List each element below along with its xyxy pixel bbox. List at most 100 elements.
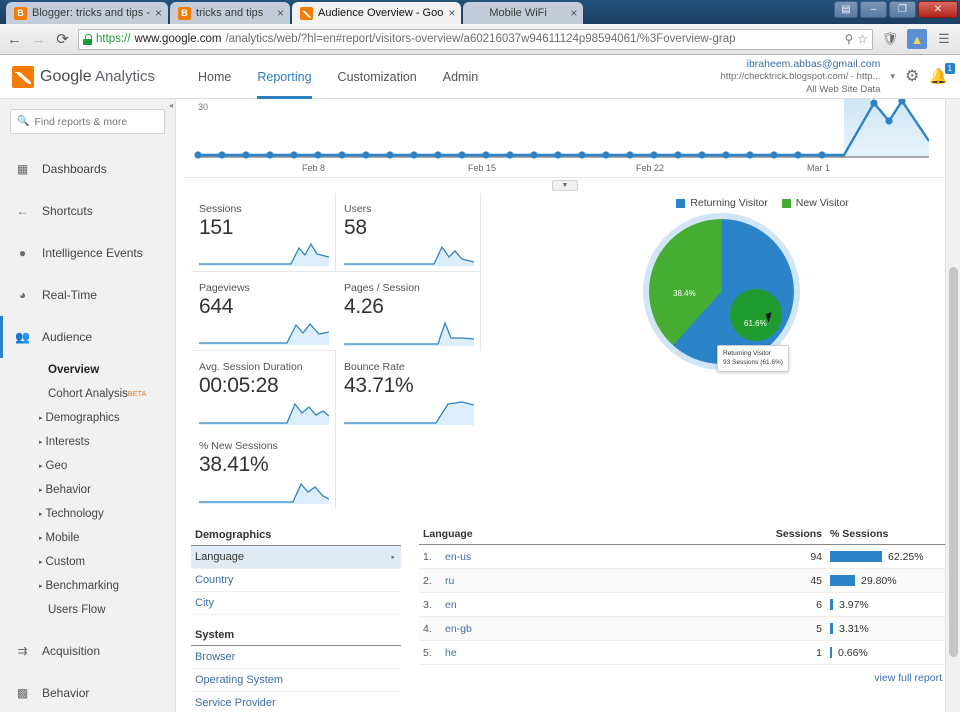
close-icon[interactable]: × [570,6,578,20]
logo-text-analytics: Analytics [94,67,155,85]
dimension-item-operating-system[interactable]: Operating System [191,669,401,692]
sidebar-item-behavior[interactable]: ▩ Behavior [0,672,175,712]
metric-card-pages-per-session[interactable]: Pages / Session 4.26 [336,272,481,351]
row-language[interactable]: en [441,592,764,617]
nav-customization[interactable]: Customization [337,69,417,84]
browser-tab-1[interactable]: B tricks and tips × [170,2,291,24]
browser-tab-2[interactable]: Audience Overview - Goo × [292,2,462,24]
sidebar-subitem-custom[interactable]: ▸ Custom [0,550,175,574]
metric-card-new-sessions[interactable]: % New Sessions 38.41% [191,430,336,509]
legend-item-new-visitor[interactable]: New Visitor [781,197,849,209]
sessions-line-chart[interactable]: 30 [184,99,946,177]
sidebar-item-dashboards[interactable]: ▦ Dashboards [0,148,175,190]
dimension-item-service-provider[interactable]: Service Provider [191,692,401,712]
sidebar-subitem-geo[interactable]: ▸ Geo [0,454,175,478]
page-scrollbar[interactable] [945,99,960,712]
shield-icon[interactable]: 🛡 [881,31,899,46]
slider-handle[interactable]: ▼ [552,180,578,191]
row-sessions: 5 [764,616,826,641]
chart-date-slider[interactable]: ▼ [184,177,946,193]
maximize-button[interactable]: ❐ [889,1,916,18]
google-analytics-logo[interactable]: Google Analytics [12,65,184,88]
dimension-item-language[interactable]: Language ▸ [191,546,401,569]
row-language[interactable]: en-gb [441,616,764,641]
dimension-item-city[interactable]: City [191,592,401,615]
metric-card-avg-session-duration[interactable]: Avg. Session Duration 00:05:28 [191,351,336,430]
sidebar-subitem-benchmarking[interactable]: ▸ Benchmarking [0,574,175,598]
visitor-type-pie-chart[interactable]: Returning Visitor New Visitor 38.4% 61.6… [619,193,946,509]
column-header-language[interactable]: Language [419,525,764,545]
table-row[interactable]: 1. en-us 94 62.25% [419,544,946,569]
browser-tab-title: Blogger: tricks and tips - [32,7,150,19]
close-window-button[interactable]: ✕ [918,1,958,18]
sidebar-subitem-users-flow[interactable]: Users Flow [0,598,175,622]
sidebar-subitem-technology[interactable]: ▸ Technology [0,502,175,526]
notifications-button[interactable]: 🔔 1 [929,62,955,86]
blogger-icon: B [14,6,27,20]
bookmark-star-icon[interactable]: ☆ [857,32,868,46]
browser-toolbar: ← → ⟳ https://www.google.com/analytics/w… [0,24,960,55]
sidebar-subitem-demographics[interactable]: ▸ Demographics [0,406,175,430]
close-icon[interactable]: × [277,6,285,20]
sidebar-item-audience[interactable]: 👥 Audience [0,316,175,358]
collapse-sidebar-icon[interactable]: ◂ [168,101,173,110]
dimension-item-browser[interactable]: Browser [191,646,401,669]
bottom-row: Demographics Language ▸ Country City Sys… [184,525,946,712]
search-icon[interactable]: ⚲ [844,32,854,46]
chevron-down-icon[interactable]: ▾ [890,70,895,81]
sidebar: ◂ 🔍 ▦ Dashboards ← Shortcuts ● Intellige… [0,99,176,712]
row-language[interactable]: en-us [441,544,764,569]
address-bar[interactable]: https://www.google.com/analytics/web/?hl… [78,28,873,50]
expand-arrow-icon: ▸ [39,487,43,494]
dimensions-panel: Demographics Language ▸ Country City Sys… [191,525,419,712]
table-row[interactable]: 3. en 6 3.97% [419,592,946,617]
close-icon[interactable]: × [155,6,163,20]
account-selector[interactable]: ibraheem.abbas@gmail.com http://checktri… [720,57,880,97]
table-row[interactable]: 2. ru 45 29.80% [419,568,946,593]
legend-item-returning-visitor[interactable]: Returning Visitor [676,197,768,209]
scrollbar-thumb[interactable] [949,267,958,657]
close-icon[interactable]: × [448,6,456,20]
sidebar-item-real-time[interactable]: ◕ Real-Time [0,274,175,316]
forward-icon[interactable]: → [31,30,46,48]
sidebar-subitem-mobile[interactable]: ▸ Mobile [0,526,175,550]
sidebar-item-acquisition[interactable]: ⇉ Acquisition [0,630,175,672]
sidebar-item-shortcuts[interactable]: ← Shortcuts [0,190,175,232]
extension-icon[interactable]: ▲ [907,29,927,49]
nav-home[interactable]: Home [198,69,232,84]
minimize-button[interactable]: – [860,1,887,18]
user-switch-button[interactable]: ▤ [834,1,858,18]
dimension-item-label: Country [195,574,234,586]
legend-swatch-icon [781,198,791,208]
table-row[interactable]: 4. en-gb 5 3.31% [419,616,946,641]
sidebar-subitem-interests[interactable]: ▸ Interests [0,430,175,454]
nav-reporting[interactable]: Reporting [257,55,312,99]
search-reports-box[interactable]: 🔍 [10,109,170,134]
sidebar-subitem-cohort-analysis[interactable]: Cohort Analysis BETA [0,382,175,406]
metric-card-sessions[interactable]: Sessions 151 [191,193,336,272]
row-language[interactable]: he [441,640,764,665]
sidebar-subitem-label: Cohort Analysis [48,388,128,400]
back-icon[interactable]: ← [7,30,22,48]
column-header-sessions[interactable]: Sessions [764,525,826,545]
nav-admin[interactable]: Admin [442,69,479,84]
view-full-report-link[interactable]: view full report [874,672,942,684]
browser-tab-0[interactable]: B Blogger: tricks and tips - × [6,2,169,24]
sidebar-item-intelligence-events[interactable]: ● Intelligence Events [0,232,175,274]
search-input[interactable] [34,115,170,128]
metric-card-pageviews[interactable]: Pageviews 644 [191,272,336,351]
table-row[interactable]: 5. he 1 0.66% [419,640,946,665]
menu-icon[interactable]: ☰ [938,31,950,46]
row-language[interactable]: ru [441,568,764,593]
reload-icon[interactable]: ⟳ [56,31,69,48]
pct-bar [830,575,855,586]
dimension-item-country[interactable]: Country [191,569,401,592]
sidebar-subitem-behavior[interactable]: ▸ Behavior [0,478,175,502]
pie-slices[interactable] [649,219,794,364]
sidebar-subitem-overview[interactable]: Overview [0,358,175,382]
gear-icon[interactable]: ⚙ [904,68,920,86]
metric-card-users[interactable]: Users 58 [336,193,481,272]
metric-card-bounce-rate[interactable]: Bounce Rate 43.71% [336,351,481,430]
column-header-pct-sessions[interactable]: % Sessions [826,525,946,545]
browser-tab-3[interactable]: Mobile WiFi × [463,2,584,24]
